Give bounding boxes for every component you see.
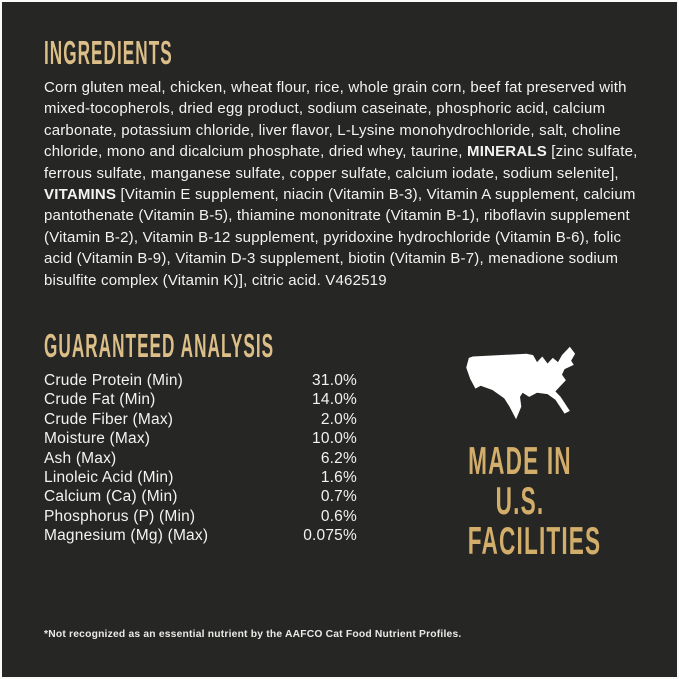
ingredients-title: INGREDIENTS <box>44 34 173 71</box>
analysis-row-label: Magnesium (Mg) (Max) <box>44 527 209 545</box>
ingredient-text: [Vitamin E supplement, niacin (Vitamin B… <box>44 186 636 289</box>
usa-map-icon <box>466 346 576 420</box>
ingredients-text: Corn gluten meal, chicken, wheat flour, … <box>44 77 652 291</box>
guaranteed-analysis-table: Crude Protein (Min) 31.0% Crude Fat (Min) 1… <box>44 371 357 546</box>
analysis-row-value: 2.0% <box>320 410 357 428</box>
analysis-row-value: 31.0% <box>312 372 357 389</box>
analysis-row: Crude Fiber (Max) 2.0% <box>44 410 357 429</box>
badge-line-us: U.S. <box>495 480 545 523</box>
badge-line-facilities: FACILITIES <box>467 520 602 563</box>
ingredient-group-label: MINERALS <box>467 143 547 161</box>
ingredient-group-label: VITAMINS <box>44 186 117 204</box>
analysis-row-value: 10.0% <box>312 430 357 448</box>
analysis-row-value: 6.2% <box>320 449 357 467</box>
analysis-row-label: Crude Protein (Min) <box>44 372 184 389</box>
footnote: *Not recognized as an essential nutrient… <box>44 629 462 640</box>
analysis-row: Linoleic Acid (Min) 1.6% <box>44 468 357 487</box>
analysis-row-value: 14.0% <box>312 391 357 409</box>
analysis-row: Moisture (Max) 10.0% <box>44 429 357 448</box>
analysis-row-label: Phosphorus (P) (Min) <box>44 507 196 525</box>
analysis-row: Calcium (Ca) (Min) 0.7% <box>44 487 357 506</box>
analysis-row: Magnesium (Mg) (Max) 0.075% <box>44 526 357 545</box>
ingredient-text: Corn gluten meal, chicken, wheat flour, … <box>44 79 627 161</box>
analysis-row-label: Crude Fat (Min) <box>44 391 156 409</box>
analysis-row-label: Moisture (Max) <box>44 430 151 448</box>
analysis-row: Crude Fat (Min) 14.0% <box>44 390 357 409</box>
badge-line-made-in: MADE IN <box>468 440 572 483</box>
guaranteed-analysis-title: GUARANTEED ANALYSIS <box>44 327 275 364</box>
analysis-row: Ash (Max) 6.2% <box>44 449 357 468</box>
analysis-row-value: 0.6% <box>320 507 357 525</box>
analysis-row-label: Calcium (Ca) (Min) <box>44 488 178 506</box>
made-in-badge: MADE IN U.S. FACILITIES <box>430 344 610 562</box>
analysis-row-value: 0.075% <box>303 527 357 545</box>
ingredient-text: [zinc sulfate, ferrous sulfate, manganes… <box>44 143 638 182</box>
analysis-row-label: Linoleic Acid (Min) <box>44 469 174 487</box>
analysis-row-label: Crude Fiber (Max) <box>44 410 174 428</box>
analysis-row-value: 0.7% <box>320 488 357 506</box>
analysis-row: Crude Protein (Min) 31.0% <box>44 371 357 390</box>
analysis-row: Phosphorus (P) (Min) 0.6% <box>44 507 357 526</box>
analysis-row-value: 1.6% <box>320 469 357 487</box>
analysis-row-label: Ash (Max) <box>44 449 117 467</box>
